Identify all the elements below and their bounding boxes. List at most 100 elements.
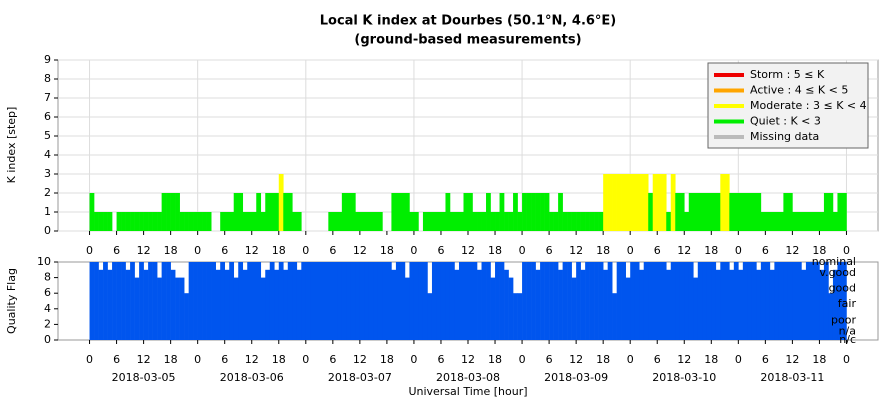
bar	[693, 193, 699, 231]
bar	[395, 193, 401, 231]
x-tick-label: 18	[380, 353, 394, 366]
y-tick-label: 0	[44, 224, 51, 237]
bar	[787, 262, 793, 340]
bar	[278, 262, 284, 340]
bar	[490, 277, 496, 340]
bar	[652, 174, 658, 231]
bar	[247, 212, 253, 231]
x-tick-label: 18	[596, 244, 610, 257]
bar	[332, 212, 338, 231]
bar	[612, 293, 617, 340]
bar	[504, 269, 509, 340]
bar	[639, 269, 645, 340]
bar	[486, 262, 491, 340]
bar	[643, 174, 649, 231]
bar	[89, 193, 95, 231]
bar	[783, 193, 789, 231]
bar	[742, 262, 748, 340]
bar	[621, 174, 626, 231]
bar	[499, 193, 505, 231]
bar	[549, 262, 554, 340]
y-tick-label: 6	[44, 286, 51, 299]
bar	[477, 212, 482, 231]
bar	[400, 193, 406, 231]
bar	[670, 174, 676, 231]
bar	[202, 262, 207, 340]
bar	[589, 212, 595, 231]
x-tick-label: 12	[461, 244, 475, 257]
x-tick-label: 6	[546, 353, 553, 366]
bar	[242, 269, 248, 340]
bar	[576, 262, 581, 340]
bar	[260, 277, 266, 340]
quality-label: fair	[838, 297, 857, 310]
bar	[702, 193, 708, 231]
bar	[688, 262, 694, 340]
bar	[567, 212, 572, 231]
bar	[283, 193, 289, 231]
bar	[774, 212, 780, 231]
date-label: 2018-03-05	[112, 371, 176, 384]
x-tick-label: 18	[704, 244, 718, 257]
bar	[553, 212, 559, 231]
bar	[233, 277, 239, 340]
y-tick-label: 5	[44, 129, 51, 142]
x-tick-label: 0	[735, 353, 742, 366]
bar	[810, 212, 816, 231]
bar	[814, 212, 820, 231]
bar	[274, 193, 280, 231]
bar	[585, 262, 590, 340]
bar	[368, 212, 374, 231]
bar	[355, 262, 361, 340]
bar	[220, 262, 226, 340]
bar	[751, 193, 757, 231]
bar	[535, 269, 541, 340]
bar	[314, 262, 320, 340]
bar	[292, 262, 298, 340]
bar	[805, 212, 811, 231]
bar	[819, 269, 825, 340]
x-tick-label: 12	[245, 244, 259, 257]
y-tick-label: 2	[44, 186, 51, 199]
bar	[319, 262, 325, 340]
bar	[449, 262, 455, 340]
bar	[594, 212, 599, 231]
bar	[341, 193, 347, 231]
bar	[202, 212, 207, 231]
bar	[359, 212, 365, 231]
bar	[103, 212, 108, 231]
bar	[634, 174, 640, 231]
x-tick-label: 0	[735, 244, 742, 257]
bar	[801, 269, 807, 340]
bar	[116, 212, 122, 231]
bar	[598, 212, 604, 231]
bar	[224, 212, 230, 231]
bar	[346, 262, 352, 340]
bar	[215, 269, 221, 340]
bar	[594, 262, 599, 340]
date-label: 2018-03-11	[760, 371, 824, 384]
bar	[729, 193, 735, 231]
bar	[540, 193, 545, 231]
bar	[733, 193, 739, 231]
bar	[463, 262, 469, 340]
bar	[468, 262, 473, 340]
x-tick-label: 18	[488, 244, 502, 257]
x-tick-label: 6	[762, 244, 769, 257]
bar	[625, 174, 631, 231]
bar	[693, 277, 699, 340]
bar	[98, 212, 104, 231]
bar	[184, 212, 189, 231]
bar	[337, 212, 343, 231]
bar	[107, 212, 113, 231]
bar	[733, 262, 739, 340]
x-tick-label: 6	[329, 244, 336, 257]
bar	[513, 193, 518, 231]
bar	[607, 262, 613, 340]
x-tick-label: 6	[654, 353, 661, 366]
bar	[296, 269, 302, 340]
bar	[549, 212, 554, 231]
x-tick-label: 6	[221, 353, 228, 366]
bar	[702, 262, 708, 340]
bar	[458, 212, 464, 231]
